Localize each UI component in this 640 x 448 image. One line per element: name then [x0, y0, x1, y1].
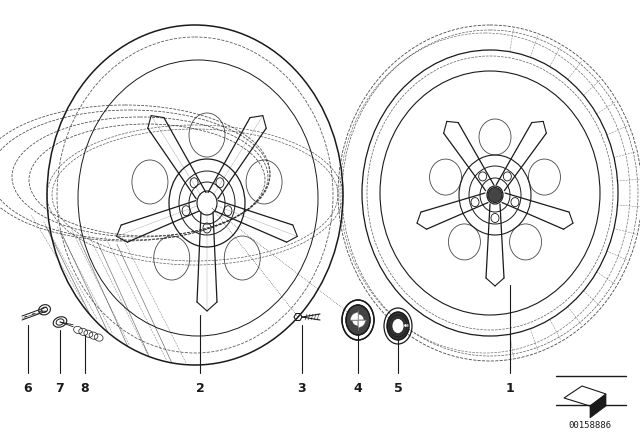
Wedge shape [358, 320, 365, 327]
Polygon shape [590, 394, 606, 418]
Text: 00158886: 00158886 [568, 421, 611, 430]
Text: 1: 1 [506, 382, 515, 395]
Ellipse shape [488, 188, 502, 202]
Wedge shape [351, 313, 358, 320]
Ellipse shape [387, 312, 409, 340]
Text: 3: 3 [298, 382, 307, 395]
Text: 8: 8 [81, 382, 90, 395]
Text: 2: 2 [196, 382, 204, 395]
Text: 6: 6 [24, 382, 32, 395]
Wedge shape [352, 314, 358, 320]
Ellipse shape [392, 319, 404, 333]
Text: 5: 5 [394, 382, 403, 395]
Text: 4: 4 [354, 382, 362, 395]
Wedge shape [358, 320, 364, 326]
Ellipse shape [346, 305, 370, 335]
Wedge shape [358, 314, 364, 320]
Wedge shape [352, 320, 358, 326]
Text: 7: 7 [56, 382, 65, 395]
